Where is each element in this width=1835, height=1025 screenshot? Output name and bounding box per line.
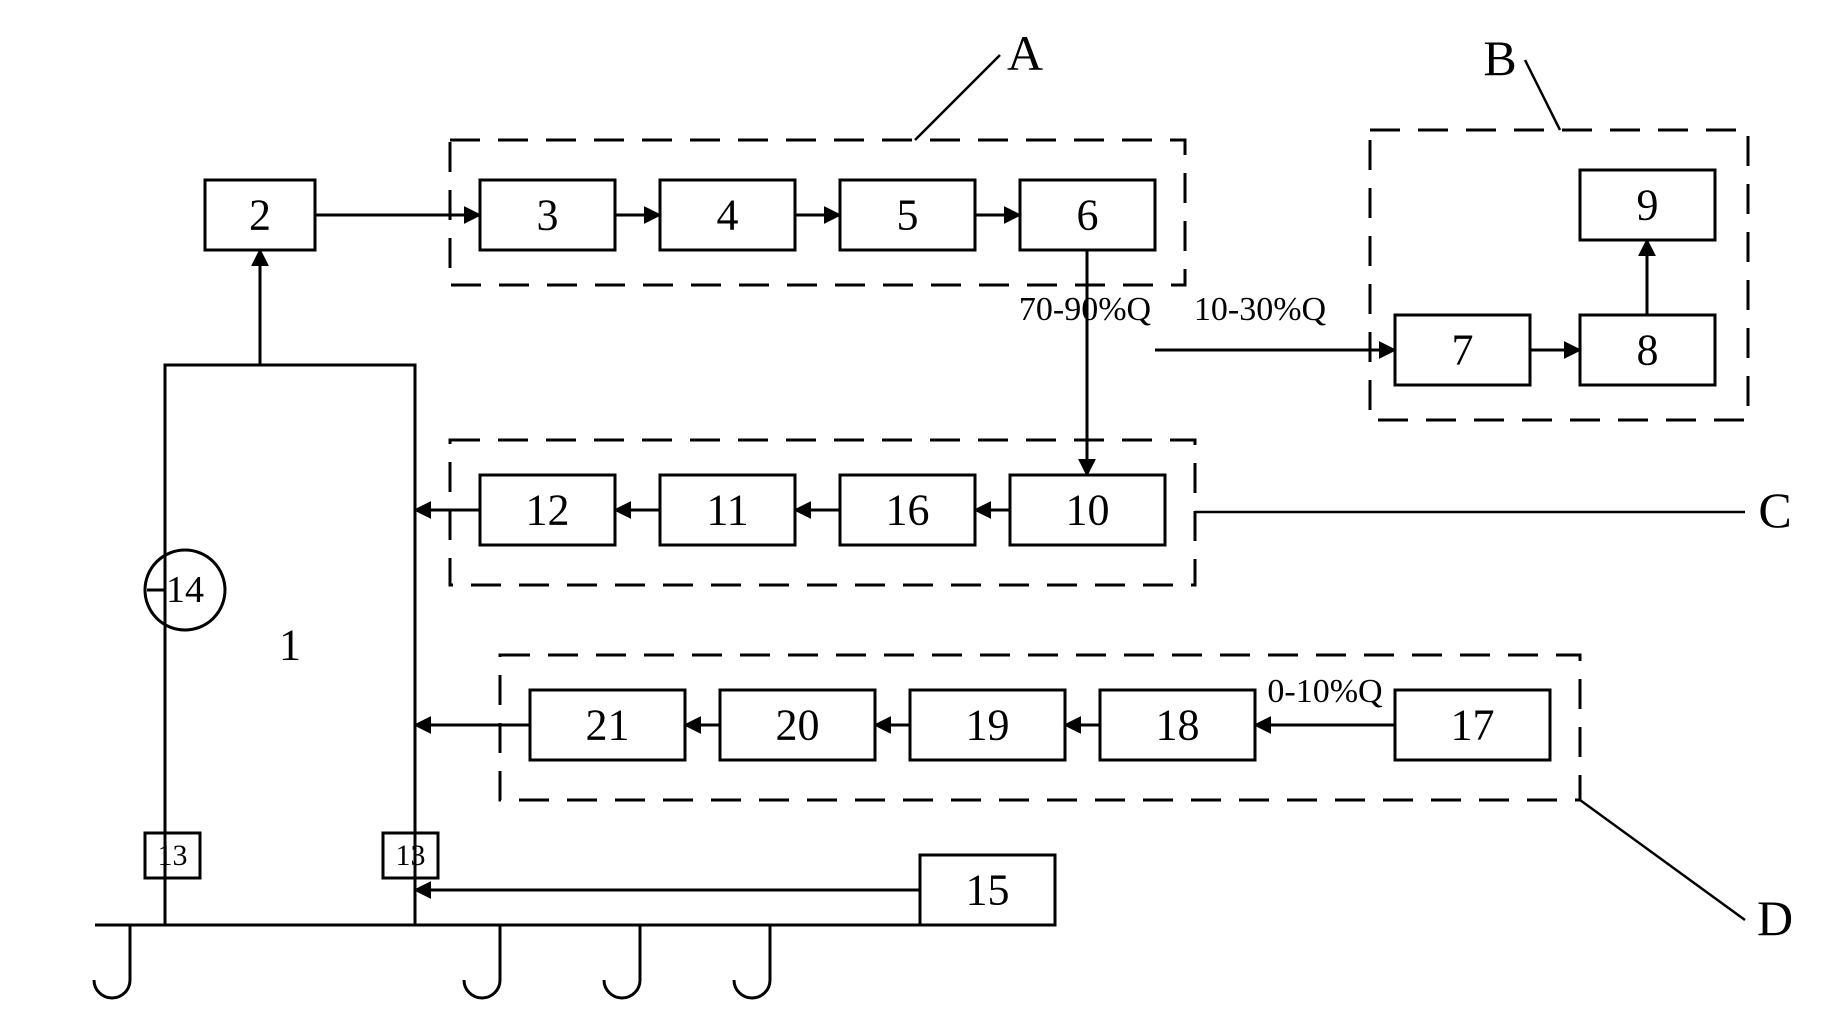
node-label-n13b: 13 — [396, 839, 426, 872]
group-label-gA: A — [1007, 25, 1043, 81]
node-label-n14: 14 — [166, 569, 204, 611]
node-label-n6: 6 — [1077, 191, 1099, 240]
edge-label-6: 10-30%Q — [1194, 291, 1326, 328]
node-label-n4: 4 — [717, 191, 739, 240]
node-label-n16: 16 — [886, 486, 930, 535]
group-gD — [500, 655, 1580, 800]
node-label-n3: 3 — [537, 191, 559, 240]
node-label-n8: 8 — [1637, 326, 1659, 375]
node-label-n9: 9 — [1637, 181, 1659, 230]
node-label-n1: 1 — [279, 621, 301, 670]
group-label-gC: C — [1758, 482, 1791, 538]
ground-hook — [94, 925, 130, 998]
ground-hook — [604, 925, 640, 998]
node-label-n2: 2 — [249, 191, 271, 240]
node-label-n10: 10 — [1066, 486, 1110, 535]
node-label-n15: 15 — [966, 866, 1010, 915]
leader-gA — [915, 55, 1000, 140]
node-label-n17: 17 — [1451, 701, 1495, 750]
node-label-n20: 20 — [776, 701, 820, 750]
ground-hook — [734, 925, 770, 998]
node-label-n11: 11 — [706, 486, 748, 535]
node-label-n19: 19 — [966, 701, 1010, 750]
edge-label-5: 70-90%Q — [1019, 291, 1151, 328]
node-label-n12: 12 — [526, 486, 570, 535]
group-gB — [1370, 130, 1748, 420]
leader-gB — [1525, 60, 1560, 130]
node-label-n13a: 13 — [158, 839, 188, 872]
node-label-n18: 18 — [1156, 701, 1200, 750]
group-gA — [450, 140, 1185, 285]
node-label-n7: 7 — [1452, 326, 1474, 375]
ground-hook — [464, 925, 500, 998]
group-label-gD: D — [1757, 890, 1793, 946]
leader-gD — [1580, 800, 1745, 920]
group-label-gB: B — [1483, 30, 1516, 86]
node-label-n5: 5 — [897, 191, 919, 240]
node-label-n21: 21 — [586, 701, 630, 750]
edge-label-13: 0-10%Q — [1267, 673, 1382, 710]
